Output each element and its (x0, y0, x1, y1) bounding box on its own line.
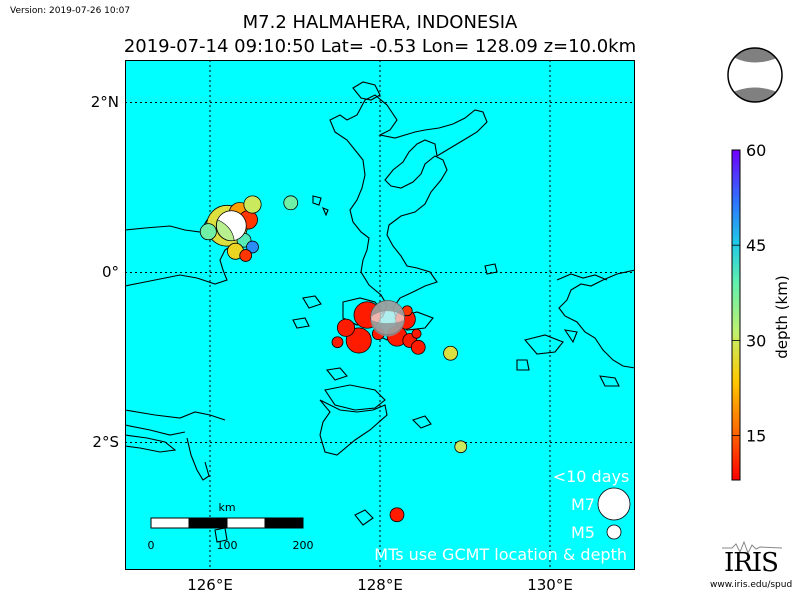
version-label: Version: 2019-07-26 10:07 (10, 6, 131, 16)
earthquake-marker (246, 240, 259, 254)
svg-text:0: 0 (148, 539, 155, 552)
svg-text:200: 200 (293, 539, 314, 552)
iris-url: www.iris.edu/spud (710, 580, 793, 590)
colorbar-ticks: 15 30 45 60 (732, 141, 766, 446)
lon-tick-label: 128°E (357, 576, 403, 594)
earthquake-marker (199, 223, 217, 241)
earthquake-marker (389, 507, 405, 523)
colorbar-tick-label: 15 (746, 427, 766, 446)
earthquake-marker (283, 195, 299, 211)
scale-bar: km 0 100 200 (148, 501, 314, 552)
focal-mechanism-beachball (727, 47, 783, 103)
earthquake-marker (336, 318, 356, 337)
colorbar-gradient (731, 149, 741, 481)
mainshock-beachball (370, 300, 406, 337)
earthquake-marker (443, 345, 458, 361)
colorbar-title: depth (km) (773, 275, 791, 359)
lat-tick-label: 2°S (92, 432, 119, 451)
earthquake-marker (454, 440, 468, 454)
coastlines (125, 81, 635, 543)
lon-tick-label: 126°E (187, 576, 233, 594)
earthquake-marker (243, 195, 262, 214)
colorbar-tick-label: 30 (746, 331, 766, 350)
iris-seismogram-icon (722, 540, 782, 554)
map-subtitle: 2019-07-14 09:10:50 Lat= -0.53 Lon= 128.… (123, 36, 637, 57)
colorbar-tick-label: 45 (746, 236, 766, 255)
earthquake-events (199, 195, 468, 523)
legend-m7-label: M7 (571, 495, 595, 514)
earthquake-marker (411, 328, 422, 339)
iris-logo-word: IRIS (724, 548, 779, 578)
earthquake-marker (410, 339, 426, 355)
historical-beachball (215, 210, 247, 242)
lat-tick-label: 2°N (90, 92, 119, 111)
magnitude-legend: <10 days M7 M5 MTs use GCMT location & d… (374, 467, 631, 564)
lon-tick-label: 130°E (527, 576, 573, 594)
earthquake-marker (345, 327, 372, 354)
colorbar-tick-label: 60 (746, 141, 766, 160)
earthquake-marker (331, 336, 344, 349)
earthquake-marker (239, 249, 253, 262)
svg-text:100: 100 (217, 539, 238, 552)
map-title: M7.2 HALMAHERA, INDONESIA (242, 12, 518, 33)
svg-text:km: km (218, 501, 235, 514)
depth-colorbar: 15 30 45 60 (731, 141, 766, 481)
legend-m5-label: M5 (571, 523, 595, 542)
legend-title: <10 days (553, 467, 630, 486)
legend-m7-circle (597, 487, 631, 521)
legend-note: MTs use GCMT location & depth (374, 545, 627, 564)
map-frame (125, 60, 635, 570)
lat-tick-label: 0° (101, 262, 119, 281)
seismicity-map: km 0 100 200 <10 days M7 M5 MTs use GCMT… (125, 60, 635, 570)
legend-m5-circle (606, 524, 622, 540)
